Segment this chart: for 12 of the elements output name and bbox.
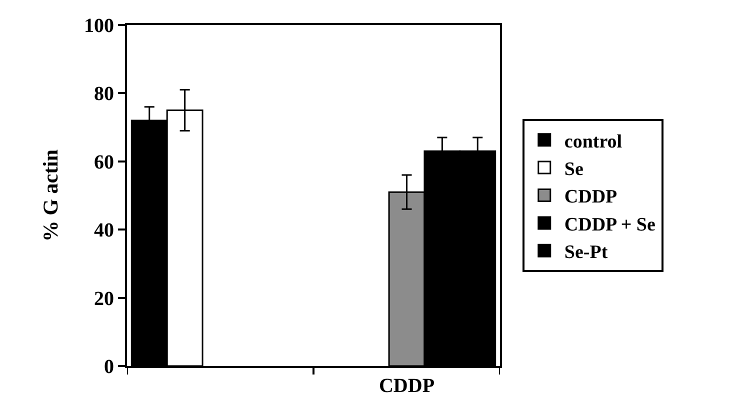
legend-label: Se	[564, 158, 584, 180]
legend-label: CDDP + Se	[564, 214, 656, 236]
y-tick-label: 100	[84, 15, 114, 37]
y-tick-label: 60	[94, 151, 114, 174]
legend-label: control	[564, 131, 622, 152]
y-tick-label: 80	[94, 83, 114, 106]
legend-label: CDDP	[564, 186, 618, 208]
y-tick-label: 40	[94, 220, 114, 242]
legend-label: Se-Pt	[564, 242, 608, 264]
y-axis-title: % G actin	[38, 149, 63, 242]
y-tick-label: 0	[104, 356, 114, 378]
y-tick-label: 20	[94, 288, 114, 310]
